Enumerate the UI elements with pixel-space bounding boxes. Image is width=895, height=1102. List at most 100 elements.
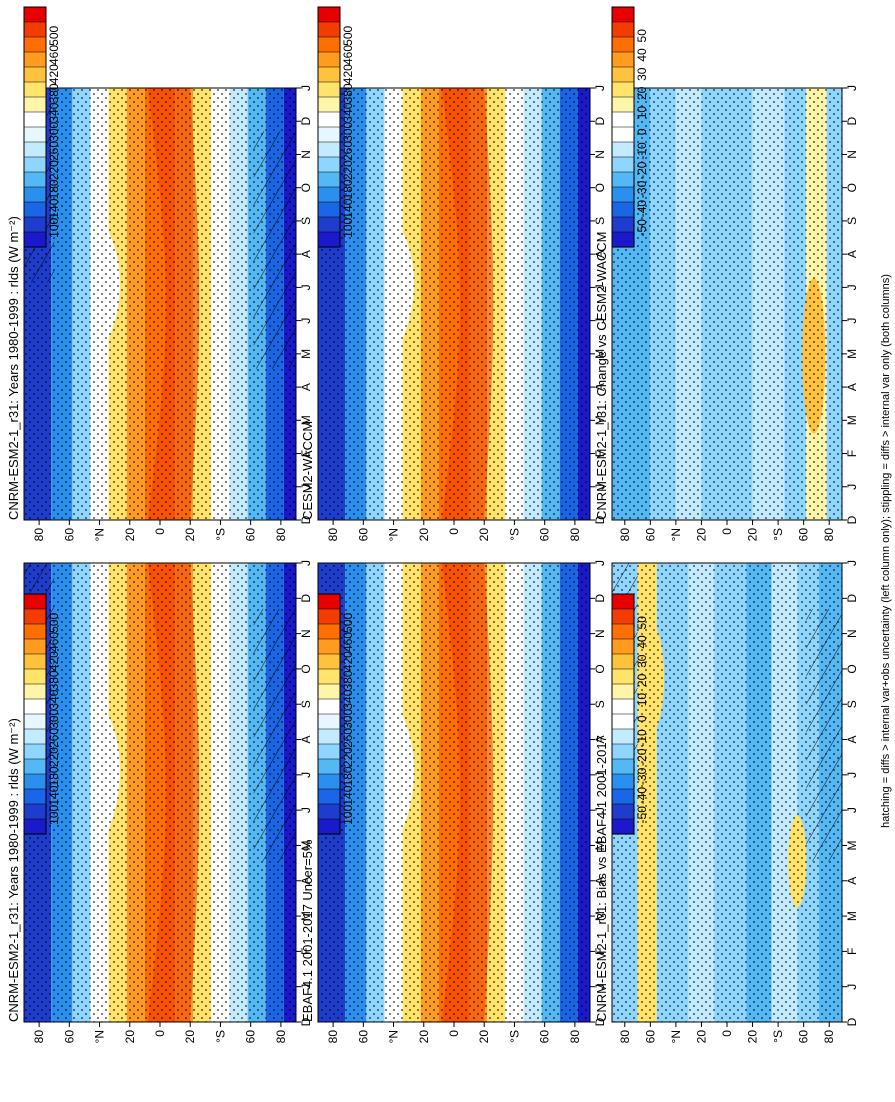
p6-colorbar-swatch xyxy=(611,698,635,715)
p3-month-label: J xyxy=(593,484,607,490)
p4-month-label: S xyxy=(593,700,607,708)
p4-lat-label: 60 xyxy=(538,1030,552,1044)
p4-month-label: A xyxy=(593,877,607,885)
p3-colorbar-swatch xyxy=(317,156,341,173)
p5-title: CNRM-ESM2-1_r31: Change vs CESM2-WACCM xyxy=(594,232,609,520)
p6-lat-label: 60 xyxy=(643,1030,657,1044)
p3-colorbar-tick: 180 xyxy=(341,179,355,199)
p1-month-label: J xyxy=(299,484,313,490)
p3-lat-label: 20 xyxy=(477,528,491,542)
p4-lat-label: 60 xyxy=(356,1030,370,1044)
p6-month-label: N xyxy=(845,629,859,638)
p6-colorbar-frame xyxy=(611,593,635,835)
p6-lat-label: 80 xyxy=(618,1030,632,1044)
p6-colorbar-swatch xyxy=(611,713,635,730)
p4-colorbar-swatch xyxy=(317,593,341,610)
p2-colorbar-swatch xyxy=(23,593,47,610)
p3-month-label: M xyxy=(593,349,607,359)
p2-lat-label: 80 xyxy=(274,1030,288,1044)
p4-month-label: O xyxy=(593,664,607,673)
p2-colorbar-swatch xyxy=(23,758,47,775)
p5-colorbar-tick: -40 xyxy=(635,200,649,218)
p6-colorbar-tick: -30 xyxy=(635,767,649,785)
p4-colorbar-tick: 260 xyxy=(341,728,355,748)
p4-colorbar-swatch xyxy=(317,683,341,700)
p5-colorbar: 50 40 30 20 10 0 -10-20-30 -40-50 xyxy=(611,6,649,248)
p5-colorbar-tick: 40 xyxy=(635,48,649,62)
p1-colorbar-swatch xyxy=(23,186,47,203)
p2-colorbar-swatch xyxy=(23,653,47,670)
p6-colorbar-tick: 0 xyxy=(635,715,649,722)
p4-month-label: J xyxy=(593,807,607,813)
p1-lat-label: 60 xyxy=(244,528,258,542)
p2-colorbar-tick: 500 xyxy=(47,612,61,632)
p5-lat-label: °N xyxy=(669,528,683,541)
p3-colorbar-tick: 340 xyxy=(341,102,355,122)
p3-colorbar-swatch xyxy=(317,36,341,53)
p5-colorbar-tick: 30 xyxy=(635,67,649,81)
p3-colorbar-swatch xyxy=(317,66,341,83)
p1-month-label: A xyxy=(299,250,313,258)
p1-month-label: O xyxy=(299,183,313,192)
p6-month-label: D xyxy=(845,1017,859,1026)
p2-colorbar-tick: 420 xyxy=(47,651,61,671)
p3-colorbar-tick: 460 xyxy=(341,45,355,65)
p3-colorbar-tick: 260 xyxy=(341,141,355,161)
p4-colorbar-tick: 420 xyxy=(341,651,355,671)
p2-month-label: J xyxy=(299,772,313,778)
p4-title: EBAF4.1 2001-2017 Uncer=5% xyxy=(300,839,315,1022)
p5-colorbar-swatch xyxy=(611,96,635,113)
p6-colorbar-tick: 30 xyxy=(635,654,649,668)
p4-month-label: A xyxy=(593,736,607,744)
p5-month-label: M xyxy=(845,415,859,425)
p1-colorbar-swatch xyxy=(23,141,47,158)
p4-colorbar-swatch xyxy=(317,818,341,835)
p1-lat-label: 20 xyxy=(183,528,197,542)
p3-month-label: D xyxy=(593,117,607,126)
p5-month-label: N xyxy=(845,150,859,159)
p3-colorbar-tick: 500 xyxy=(341,25,355,45)
p2-month-label: J xyxy=(299,807,313,813)
p2-lat-label: 80 xyxy=(32,1030,46,1044)
p2-colorbar-swatch xyxy=(23,623,47,640)
p1-hatching-south xyxy=(253,131,296,369)
p3-colorbar-tick: 140 xyxy=(341,198,355,218)
p3-lat-label: 80 xyxy=(568,528,582,542)
p2-month-label: A xyxy=(299,736,313,744)
p4-month-label: M xyxy=(593,911,607,921)
p4-colorbar-swatch xyxy=(317,713,341,730)
p3-colorbar-swatch xyxy=(317,231,341,248)
p4-colorbar-tick: 300 xyxy=(341,708,355,728)
p1-colorbar-swatch xyxy=(23,156,47,173)
p5-colorbar-tick: 10 xyxy=(635,106,649,120)
p1-month-label: J xyxy=(299,318,313,324)
p5-colorbar-swatch xyxy=(611,21,635,38)
p3-colorbar-swatch xyxy=(317,201,341,218)
p1-colorbar-swatch xyxy=(23,216,47,233)
p6-stippling xyxy=(612,563,842,1022)
p5-colorbar-swatch xyxy=(611,141,635,158)
p1-month-label: N xyxy=(299,150,313,159)
p2-month-label: A xyxy=(299,877,313,885)
p2-colorbar-swatch xyxy=(23,698,47,715)
p3-colorbar-tick: 380 xyxy=(341,83,355,103)
p6-month-label: A xyxy=(845,736,859,744)
p1-month-label: F xyxy=(299,450,313,457)
p6-colorbar-swatch xyxy=(611,668,635,685)
p4-colorbar-tick: 340 xyxy=(341,689,355,709)
p4-colorbar-tick: 140 xyxy=(341,785,355,805)
p3-lat-label: 60 xyxy=(356,528,370,542)
p6-colorbar-tick: -50 xyxy=(635,806,649,824)
p4-month-label: F xyxy=(593,948,607,955)
p2-colorbar-tick: 380 xyxy=(47,670,61,690)
p6-month-label: F xyxy=(845,948,859,955)
p1-colorbar-swatch xyxy=(23,96,47,113)
p2-hatching-south xyxy=(253,608,296,862)
p6-month-label: A xyxy=(845,877,859,885)
p6-colorbar-swatch xyxy=(611,728,635,745)
p1-colorbar-tick: 180 xyxy=(47,179,61,199)
p4-colorbar-swatch xyxy=(317,698,341,715)
p2-month-label: N xyxy=(299,629,313,638)
p6-colorbar-swatch xyxy=(611,743,635,760)
